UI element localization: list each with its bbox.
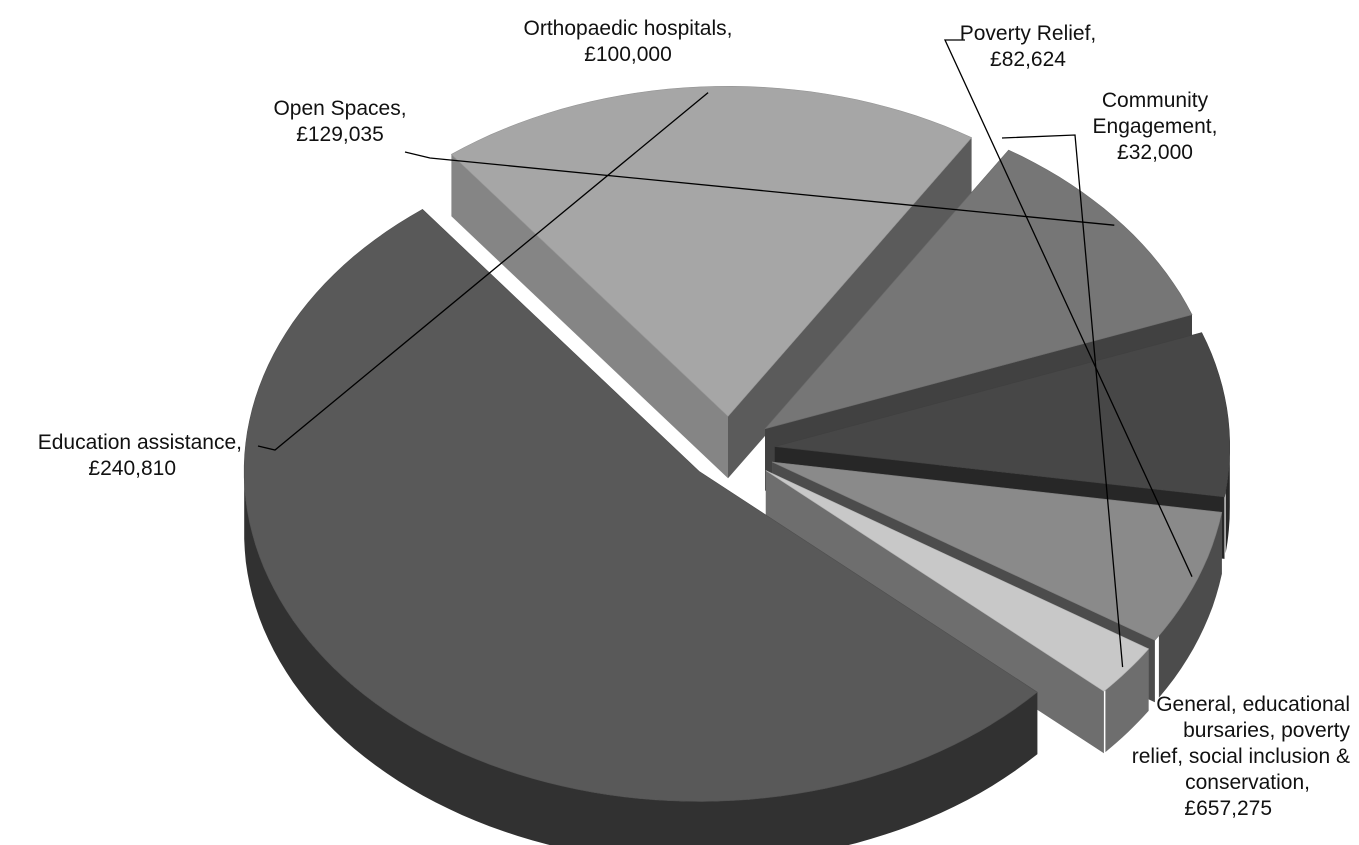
leader-line-poverty-relief [943,39,1193,577]
slice-label-community-engagement: Community Engagement, £32,000 [1092,89,1218,164]
slice-label-general: General, educational bursaries, poverty … [1131,693,1350,820]
pie-slice-education-assistance [450,85,973,417]
slice-wall-education-assistance-end [728,137,972,479]
slice-label-open-spaces: Open Spaces, £129,035 [273,97,407,146]
pie-slice-open-spaces [764,149,1193,430]
pie-tops [243,85,1230,802]
slice-outer-wall-orthopaedic-hospitals [1225,445,1230,554]
slice-outer-wall-poverty-relief [1158,512,1222,698]
label-leader-lines [257,39,1193,668]
pie-slice-poverty-relief [771,461,1223,641]
pie-slice-community-engagement [765,470,1150,692]
leader-line-community-engagement [1001,134,1124,668]
slice-outer-wall-community-engagement [1105,648,1149,753]
slice-label-orthopaedic-hospitals: Orthopaedic hospitals, £100,000 [523,17,733,66]
leader-line-education-assistance [257,92,709,451]
slice-outer-wall-general [244,465,1038,845]
pie-slice-orthopaedic-hospitals [774,332,1230,498]
slice-wall-education-assistance-start [451,154,728,479]
pie-slice-general [243,209,1038,802]
slice-label-poverty-relief: Poverty Relief, £82,624 [959,22,1097,71]
slice-label-education-assistance: Education assistance, £240,810 [37,431,242,480]
leader-line-open-spaces [404,151,1115,226]
